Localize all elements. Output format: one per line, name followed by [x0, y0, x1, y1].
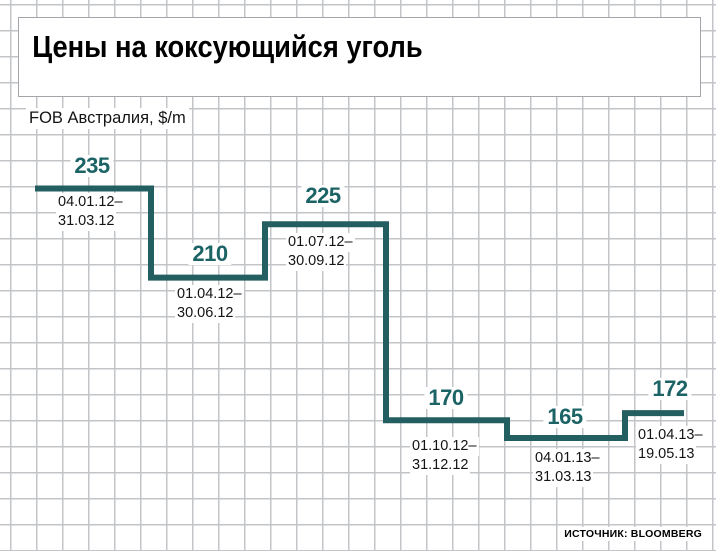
period-line: 31.03.12 — [56, 212, 117, 231]
period-label-2: 01.04.12– 30.06.12 — [175, 285, 244, 323]
value-label-172: 172 — [648, 378, 692, 400]
axis-unit-label: FOB Австралия, $/m — [26, 108, 189, 129]
period-label-1: 04.01.12– 31.03.12 — [56, 193, 125, 231]
period-line: 19.05.13 — [636, 445, 697, 464]
source-credit: ИСТОЧНИК: BLOOMBERG — [562, 527, 704, 541]
period-line: 04.01.13– — [533, 449, 602, 468]
period-line: 31.03.13 — [533, 468, 594, 487]
period-line: 01.10.12– — [410, 437, 479, 456]
value-label-225: 225 — [301, 185, 345, 207]
page-title: Цены на коксующийся уголь — [32, 29, 423, 64]
period-line: 04.01.12– — [56, 193, 125, 212]
price-step-polyline — [35, 185, 684, 441]
period-line: 01.07.12– — [286, 233, 355, 252]
period-line: 01.04.13– — [636, 426, 705, 445]
period-line: 30.09.12 — [286, 252, 347, 271]
title-box: Цены на коксующийся уголь — [18, 17, 701, 97]
value-label-235: 235 — [70, 155, 114, 177]
period-label-6: 01.04.13– 19.05.13 — [636, 426, 705, 464]
period-label-5: 04.01.13– 31.03.13 — [533, 449, 602, 487]
period-label-4: 01.10.12– 31.12.12 — [410, 437, 479, 475]
value-label-170: 170 — [424, 387, 468, 409]
period-label-3: 01.07.12– 30.09.12 — [286, 233, 355, 271]
period-line: 30.06.12 — [175, 304, 236, 323]
period-line: 01.04.12– — [175, 285, 244, 304]
value-label-210: 210 — [188, 243, 232, 265]
period-line: 31.12.12 — [410, 456, 471, 475]
value-label-165: 165 — [543, 406, 587, 428]
